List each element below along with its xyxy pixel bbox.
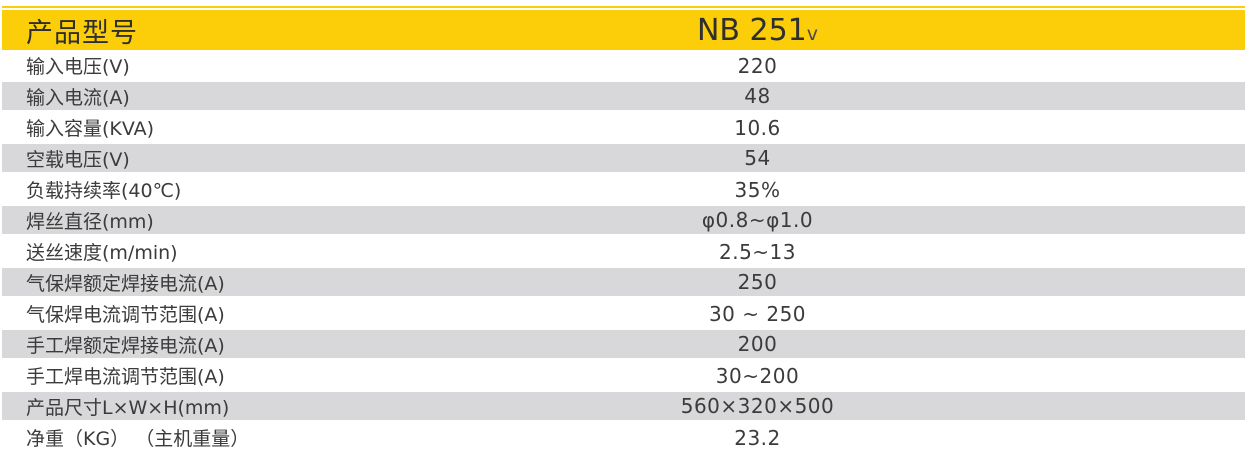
table-header-row: 产品型号 NB 251v bbox=[2, 10, 1245, 50]
row-label: 气保焊额定焊接电流(A) bbox=[26, 272, 225, 295]
row-label: 空载电压(V) bbox=[26, 148, 130, 171]
table-row: 气保焊电流调节范围(A) 30 ~ 250 bbox=[2, 298, 1245, 329]
row-value: 30 ~ 250 bbox=[708, 301, 807, 326]
row-value: 560×320×500 bbox=[680, 394, 835, 418]
table-row: 产品尺寸L×W×H(mm) 560×320×500 bbox=[2, 391, 1245, 422]
row-value: 30~200 bbox=[715, 363, 800, 388]
row-label: 输入电压(V) bbox=[26, 56, 130, 78]
row-value: 200 bbox=[737, 332, 778, 356]
header-product-model-label: 产品型号 bbox=[26, 17, 138, 49]
row-label: 送丝速度(m/min) bbox=[26, 242, 178, 264]
row-value: 2.5~13 bbox=[718, 239, 796, 264]
row-value: 35% bbox=[734, 177, 781, 202]
row-value: 10.6 bbox=[734, 115, 781, 140]
row-label: 手工焊电流调节范围(A) bbox=[26, 366, 225, 388]
row-value: 250 bbox=[737, 270, 778, 294]
spec-rows: 输入电压(V) 220 输入电流(A) 48 输入容量(KVA) 10.6 空载… bbox=[2, 50, 1245, 453]
model-name: NB 251 bbox=[696, 12, 807, 48]
table-row: 净重（KG） （主机重量） 23.2 bbox=[2, 422, 1245, 453]
table-row: 输入电流(A) 48 bbox=[2, 81, 1245, 112]
table-row: 手工焊额定焊接电流(A) 200 bbox=[2, 329, 1245, 360]
row-label: 负载持续率(40℃) bbox=[26, 180, 182, 202]
table-row: 焊丝直径(mm) φ0.8~φ1.0 bbox=[2, 205, 1245, 236]
table-row: 输入电压(V) 220 bbox=[2, 50, 1245, 81]
row-label: 气保焊电流调节范围(A) bbox=[26, 304, 225, 326]
top-accent-line bbox=[2, 6, 1245, 8]
table-row: 空载电压(V) 54 bbox=[2, 143, 1245, 174]
row-value: 54 bbox=[744, 146, 771, 170]
row-label: 手工焊额定焊接电流(A) bbox=[26, 334, 225, 357]
table-row: 手工焊电流调节范围(A) 30~200 bbox=[2, 360, 1245, 391]
header-model-value: NB 251v bbox=[470, 13, 1045, 48]
product-spec-table: 产品型号 NB 251v 输入电压(V) 220 输入电流(A) 48 输入容量… bbox=[2, 10, 1245, 453]
row-label: 输入电流(A) bbox=[26, 86, 130, 109]
row-label: 输入容量(KVA) bbox=[26, 118, 155, 140]
row-label: 焊丝直径(mm) bbox=[26, 210, 154, 233]
row-label: 产品尺寸L×W×H(mm) bbox=[26, 396, 230, 419]
table-row: 输入容量(KVA) 10.6 bbox=[2, 112, 1245, 143]
model-suffix: v bbox=[806, 22, 819, 45]
row-value: φ0.8~φ1.0 bbox=[701, 208, 814, 232]
row-value: 220 bbox=[737, 53, 778, 78]
table-row: 送丝速度(m/min) 2.5~13 bbox=[2, 236, 1245, 267]
row-value: 23.2 bbox=[734, 425, 781, 450]
row-label: 净重（KG） （主机重量） bbox=[26, 428, 250, 450]
row-value: 48 bbox=[744, 84, 771, 108]
table-row: 气保焊额定焊接电流(A) 250 bbox=[2, 267, 1245, 298]
table-row: 负载持续率(40℃) 35% bbox=[2, 174, 1245, 205]
